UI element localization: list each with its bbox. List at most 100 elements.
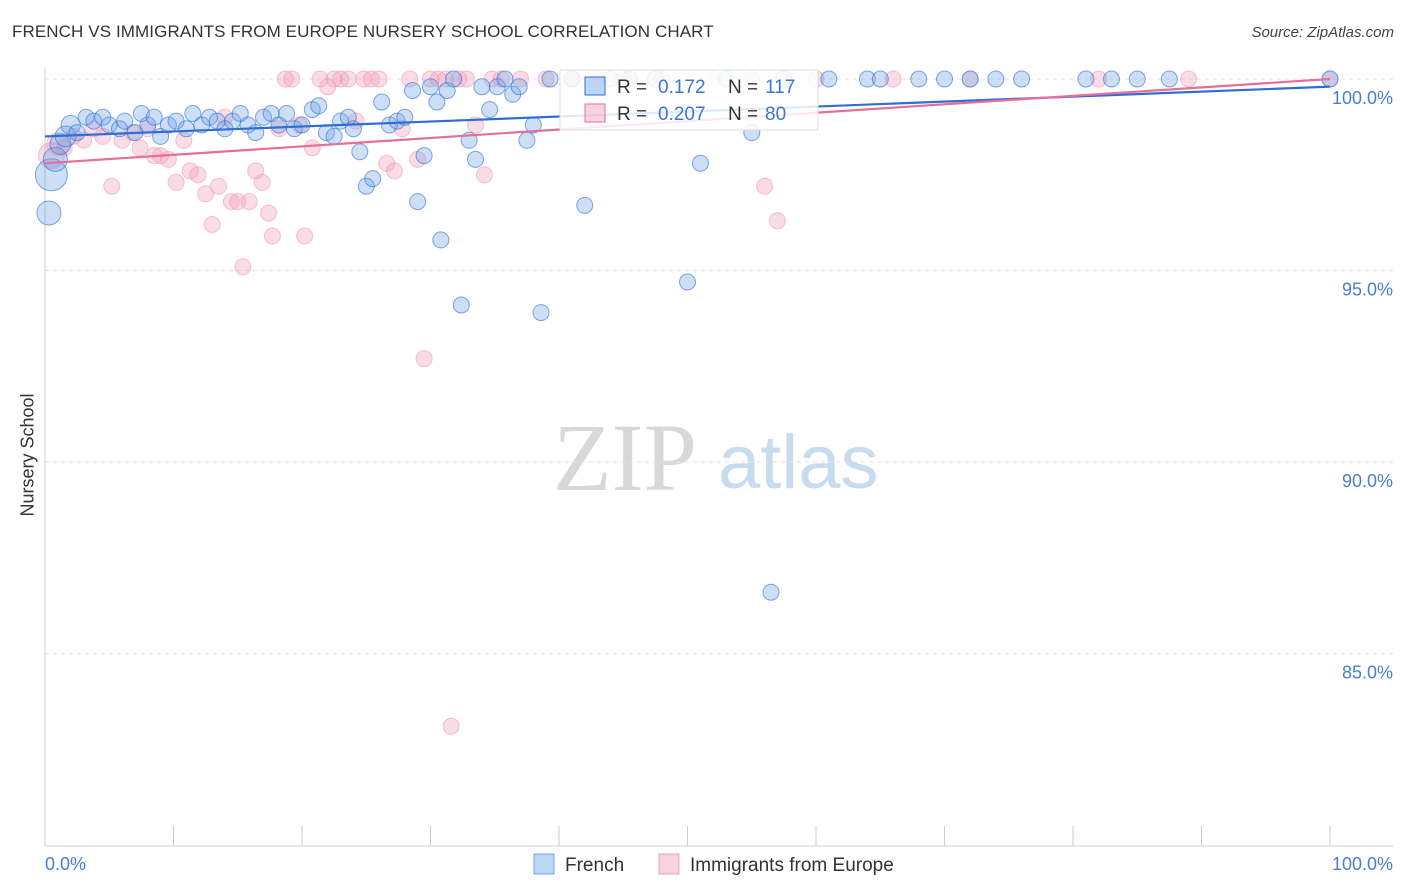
immigrants-point bbox=[756, 177, 774, 195]
french-point bbox=[380, 116, 398, 134]
french-point bbox=[201, 108, 218, 126]
immigrants-point bbox=[167, 173, 185, 191]
source-credit: Source: ZipAtlas.com bbox=[1251, 24, 1394, 41]
french-point bbox=[961, 70, 979, 88]
immigrants-point bbox=[1090, 70, 1108, 88]
french-point bbox=[409, 193, 427, 211]
french-point bbox=[858, 70, 876, 88]
immigrants-point bbox=[181, 162, 199, 180]
chart-title: FRENCH VS IMMIGRANTS FROM EUROPE NURSERY… bbox=[12, 22, 714, 41]
french-point bbox=[481, 101, 499, 119]
legend-swatch-immigrants bbox=[658, 853, 680, 875]
french-point bbox=[576, 196, 594, 214]
immigrants-point bbox=[131, 139, 149, 157]
french-point bbox=[145, 108, 163, 126]
immigrants-point bbox=[210, 177, 227, 195]
french-point bbox=[36, 200, 62, 226]
french-point bbox=[278, 105, 296, 122]
immigrants-point bbox=[253, 173, 271, 191]
immigrants-point bbox=[492, 70, 510, 88]
french-point bbox=[510, 78, 528, 96]
french-point bbox=[1013, 70, 1031, 88]
french-point bbox=[77, 108, 95, 126]
immigrants-point bbox=[303, 139, 321, 157]
french-point bbox=[762, 583, 780, 601]
french-point bbox=[364, 170, 382, 188]
stat-r-label: R = bbox=[617, 77, 647, 98]
immigrants-point bbox=[768, 212, 786, 230]
legend-label-immigrants: Immigrants from Europe bbox=[690, 855, 894, 876]
immigrants-point bbox=[296, 227, 314, 245]
stat-n-value: 117 bbox=[765, 77, 795, 98]
x-tick-label: 0.0% bbox=[45, 854, 86, 874]
stat-r-label: R = bbox=[617, 104, 647, 125]
immigrants-point bbox=[325, 70, 343, 88]
french-point bbox=[1103, 70, 1120, 88]
french-point bbox=[184, 105, 202, 122]
french-point bbox=[34, 158, 68, 192]
immigrants-point bbox=[283, 70, 301, 88]
legend-swatch-french bbox=[533, 853, 555, 875]
immigrants-point bbox=[386, 162, 403, 180]
french-point bbox=[422, 78, 439, 96]
french-point bbox=[1077, 70, 1095, 88]
french-point bbox=[987, 70, 1005, 88]
french-point bbox=[936, 70, 953, 88]
immigrants-point bbox=[260, 204, 278, 222]
x-tick-label: 100.0% bbox=[1332, 854, 1393, 874]
french-point bbox=[518, 131, 536, 149]
immigrants-point bbox=[1180, 70, 1198, 88]
stat-r-value: 0.207 bbox=[658, 104, 706, 125]
french-point bbox=[820, 70, 838, 88]
french-point bbox=[432, 231, 450, 249]
french-point bbox=[910, 70, 928, 88]
french-point bbox=[404, 82, 421, 99]
french-point bbox=[415, 147, 433, 165]
french-point bbox=[293, 116, 311, 134]
immigrants-point bbox=[197, 185, 215, 203]
gridlines: 100.0% 95.0% 90.0% 85.0% bbox=[45, 78, 1393, 683]
french-point bbox=[285, 120, 303, 138]
french-point bbox=[467, 150, 484, 168]
immigrants-point bbox=[339, 70, 357, 88]
french-point bbox=[68, 124, 86, 142]
stat-n-label: N = bbox=[728, 104, 758, 125]
french-point bbox=[871, 70, 889, 88]
immigrants-point bbox=[270, 120, 288, 138]
immigrants-point bbox=[189, 166, 207, 184]
french-point bbox=[310, 97, 328, 115]
immigrants-point bbox=[370, 70, 388, 88]
y-tick-label: 90.0% bbox=[1342, 471, 1393, 491]
french-point bbox=[1128, 70, 1146, 88]
immigrants-point bbox=[234, 258, 252, 276]
legend-label-french: French bbox=[565, 855, 624, 876]
french-point bbox=[541, 70, 559, 88]
immigrants-point bbox=[263, 227, 281, 245]
french-point bbox=[445, 70, 463, 88]
immigrants-point bbox=[537, 70, 555, 88]
bottom-legend: French Immigrants from Europe bbox=[533, 853, 894, 876]
immigrants-points bbox=[38, 70, 1339, 735]
immigrants-point bbox=[103, 177, 121, 195]
immigrants-point bbox=[884, 70, 902, 88]
french-point bbox=[42, 146, 68, 172]
stats-box-frame bbox=[559, 69, 819, 131]
french-point bbox=[388, 112, 406, 130]
stats-swatch bbox=[584, 103, 606, 123]
immigrants-point bbox=[476, 166, 493, 184]
french-point bbox=[452, 296, 470, 314]
watermark-zip: ZIP bbox=[553, 404, 697, 511]
french-point bbox=[325, 127, 343, 145]
french-point bbox=[159, 116, 177, 134]
french-point bbox=[1160, 70, 1178, 88]
y-tick-label: 85.0% bbox=[1342, 663, 1393, 683]
y-tick-label: 95.0% bbox=[1342, 280, 1393, 300]
immigrants-point bbox=[458, 70, 475, 88]
stat-n-value: 80 bbox=[765, 104, 786, 125]
french-point bbox=[691, 154, 709, 172]
immigrants-point bbox=[203, 216, 221, 233]
immigrants-point bbox=[415, 350, 433, 368]
french-point bbox=[679, 273, 696, 291]
french-point bbox=[473, 78, 491, 96]
